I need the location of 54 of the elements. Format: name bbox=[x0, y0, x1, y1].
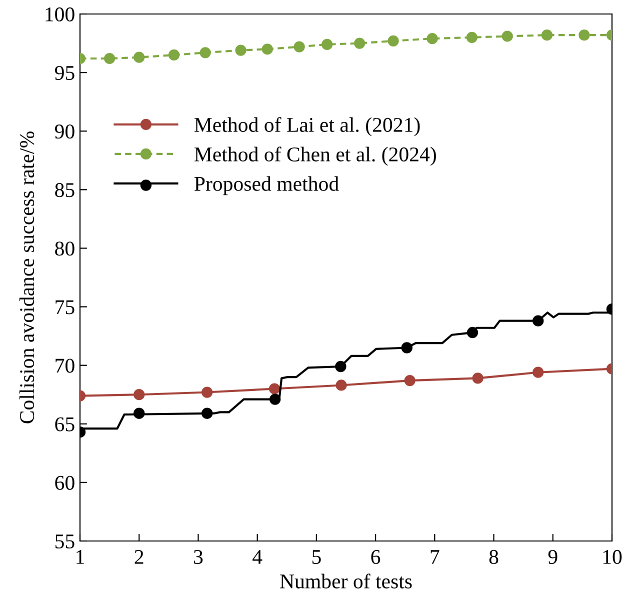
x-tick-label: 1 bbox=[76, 550, 84, 564]
x-tick-label: 9 bbox=[548, 550, 558, 564]
y-tick-label: 70 bbox=[56, 358, 74, 373]
point bbox=[472, 372, 484, 384]
legend-label: Method of Chen et al. (2024) bbox=[194, 146, 436, 166]
point bbox=[201, 408, 213, 419]
point bbox=[168, 49, 180, 61]
point bbox=[541, 30, 553, 41]
point bbox=[426, 33, 438, 44]
point bbox=[134, 408, 145, 419]
point bbox=[336, 380, 347, 391]
point bbox=[404, 375, 416, 386]
x-tick-label: 3 bbox=[194, 550, 203, 564]
point bbox=[134, 52, 145, 63]
point bbox=[262, 44, 273, 55]
legend-label: Proposed method bbox=[194, 176, 339, 196]
point bbox=[401, 342, 412, 354]
x-tick-label: 7 bbox=[430, 550, 440, 564]
y-tick-label: 100 bbox=[46, 7, 74, 22]
y-tick-label: 85 bbox=[55, 183, 74, 198]
y-tick-label: 65 bbox=[55, 417, 74, 432]
point bbox=[269, 394, 281, 405]
x-tick-label: 2 bbox=[134, 550, 144, 564]
x-axis-title: Number of tests bbox=[280, 574, 412, 588]
point bbox=[202, 386, 213, 398]
point bbox=[322, 38, 333, 50]
x-tick-label: 5 bbox=[312, 550, 321, 564]
y-tick-label: 55 bbox=[56, 534, 74, 548]
x-tick-label: 4 bbox=[252, 550, 262, 564]
x-tick-label: 6 bbox=[371, 550, 380, 564]
point bbox=[532, 366, 544, 378]
y-tick-label: 75 bbox=[56, 300, 74, 314]
point bbox=[268, 383, 280, 394]
point bbox=[335, 360, 346, 372]
point bbox=[388, 35, 399, 46]
legend-label: Method of Lai et al. (2021) bbox=[194, 117, 420, 136]
y-tick-label: 80 bbox=[55, 242, 74, 256]
y-axis-title: Collision avoidance success rate/% bbox=[19, 132, 34, 424]
y-tick-label: 90 bbox=[54, 124, 74, 139]
y-tick-label: 95 bbox=[54, 66, 74, 80]
x-tick-label: 8 bbox=[489, 550, 498, 564]
point bbox=[466, 326, 478, 338]
point bbox=[134, 389, 145, 400]
point bbox=[104, 52, 116, 64]
y-tick-label: 60 bbox=[55, 476, 74, 490]
point bbox=[578, 30, 590, 41]
point bbox=[532, 315, 544, 326]
point bbox=[235, 44, 246, 56]
point bbox=[294, 41, 305, 52]
point bbox=[466, 32, 478, 43]
point bbox=[200, 47, 211, 58]
point bbox=[502, 30, 513, 42]
x-tick-label: 10 bbox=[603, 550, 622, 564]
point bbox=[354, 38, 366, 49]
